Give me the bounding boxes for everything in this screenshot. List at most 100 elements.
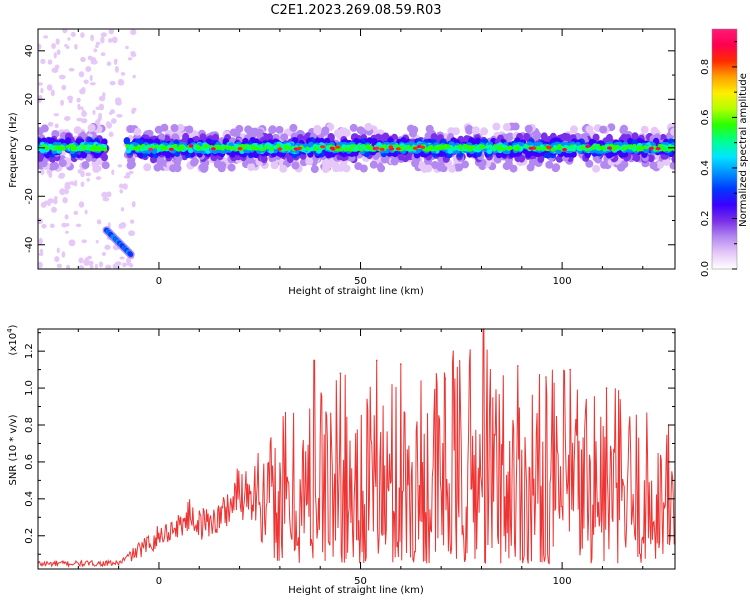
spectrogram-cell: [321, 165, 330, 173]
spectrogram-cell: [47, 121, 54, 127]
spectrogram-cell: [110, 118, 117, 124]
spectrogram-cell: [64, 188, 69, 195]
spectrogram-cell: [341, 144, 346, 149]
spectrogram-cell: [664, 145, 669, 150]
spectrogram-cell: [85, 66, 92, 72]
spectrogram-cell: [78, 265, 85, 269]
spectrogram-cell: [465, 126, 474, 135]
spectrogram-cell: [193, 146, 198, 150]
y-tick-label: -20: [24, 188, 35, 204]
spectrogram-cell: [156, 147, 162, 152]
spectrogram-cell: [552, 163, 561, 172]
spectrogram-cell: [112, 263, 120, 269]
spectrogram-cell: [53, 113, 60, 117]
spectrogram-cell: [120, 72, 126, 76]
spectrogram-cell: [125, 45, 129, 50]
spectrogram-cell: [325, 151, 332, 159]
spectrogram-cell: [620, 124, 628, 133]
spectrogram-cell: [65, 230, 69, 234]
spectrogram-cell: [502, 123, 511, 131]
spectrogram-cell: [61, 251, 66, 258]
spectrogram-cell: [359, 145, 365, 150]
spectrogram-cell: [636, 147, 641, 152]
spectrogram-cell: [640, 125, 649, 134]
spectrogram-cell: [525, 151, 532, 159]
spectrogram-cell: [127, 156, 136, 165]
spectrogram-cell: [119, 256, 125, 260]
spectrogram-cell: [89, 82, 96, 86]
spectrogram-cell: [76, 97, 81, 103]
spectrogram-cell: [244, 125, 253, 134]
spectrogram-cell: [64, 43, 68, 48]
spectrogram-cell: [501, 144, 506, 149]
spectrogram-cell: [600, 160, 609, 169]
spectrogram-cell: [58, 174, 65, 179]
snr-line: [38, 329, 675, 569]
spectrogram-cell: [507, 145, 513, 150]
colorbar: 0.0 0.2 0.4 0.6 0.8 Normalized spectral ampl…: [700, 28, 749, 277]
spectrogram-cell: [329, 146, 335, 150]
spectrogram-cell: [513, 147, 519, 152]
spectrogram-cell: [605, 133, 613, 142]
spectrogram-cell: [148, 147, 154, 151]
spectrogram-cell: [92, 109, 96, 115]
spectrogram-cell: [369, 160, 378, 169]
spectrogram-cell: [80, 151, 88, 159]
x-tick-label: 100: [553, 276, 572, 287]
spectrogram-cell: [54, 123, 59, 129]
spectrogram-cell: [447, 127, 456, 136]
spectrogram-cell: [123, 137, 131, 145]
snr-series: [38, 328, 675, 569]
spectrogram-axes: 0 50 100 -40 -20 0 20 40: [24, 28, 676, 287]
spectrogram-cell: [671, 155, 675, 164]
spectrogram-cell: [305, 157, 314, 166]
spectrogram-cell: [64, 214, 69, 220]
spectrogram-cell: [98, 103, 105, 111]
spectrogram-cell: [374, 146, 380, 150]
spectrogram-cell: [656, 160, 665, 169]
spectrogram-cell: [655, 147, 661, 151]
spectrogram-cell: [38, 218, 43, 225]
spectrogram-cell: [662, 157, 671, 166]
spectrogram-cell: [61, 84, 67, 91]
spectrogram-cell: [128, 230, 136, 237]
spectrogram-cell: [81, 239, 87, 244]
spectrogram-cell: [62, 197, 68, 204]
spectrogram-cell: [38, 82, 44, 86]
spectrogram-cell: [260, 155, 268, 163]
spectrogram-cell: [283, 144, 289, 149]
spectrogram-cell: [118, 223, 123, 230]
spectrogram-cell: [668, 147, 673, 152]
spectrogram-cell: [599, 125, 608, 134]
y-tick-label: -40: [24, 237, 35, 253]
spectrogram-cell: [101, 191, 108, 198]
spectrogram-y-label: Frequency (Hz): [8, 112, 19, 188]
snr-peak-point: [400, 363, 402, 365]
spectrogram-cell: [102, 197, 110, 202]
spectrogram-cell: [109, 111, 113, 116]
spectrogram-cell: [67, 37, 71, 41]
spectrogram-cell: [342, 164, 351, 173]
spectrogram-cell: [359, 164, 368, 173]
spectrogram-cell: [291, 161, 300, 170]
spectrogram-cell: [80, 106, 84, 111]
spectrogram-cell: [621, 146, 626, 151]
spectrogram-cell: [229, 128, 238, 137]
spectrogram-cell: [670, 127, 675, 136]
spectrogram-cell: [269, 147, 274, 152]
x-tick-label: 0: [156, 576, 162, 587]
spectrogram-cell: [203, 144, 209, 148]
spectrogram-cell: [122, 262, 127, 268]
spectrogram-cell: [537, 155, 545, 163]
colorbar-tick-label: 0.6: [700, 109, 711, 125]
spectrogram-cell: [354, 145, 359, 150]
spectrogram-cell: [199, 133, 207, 142]
spectrogram-cell: [47, 198, 55, 204]
spectrogram-cell: [632, 146, 637, 151]
spectrogram-cell: [403, 144, 408, 149]
spectrogram-cell: [78, 257, 84, 264]
spectrogram-cell: [364, 122, 373, 131]
spectrogram-cell: [38, 252, 44, 257]
spectrogram-cell: [215, 145, 220, 150]
spectrogram-cell: [132, 74, 136, 79]
